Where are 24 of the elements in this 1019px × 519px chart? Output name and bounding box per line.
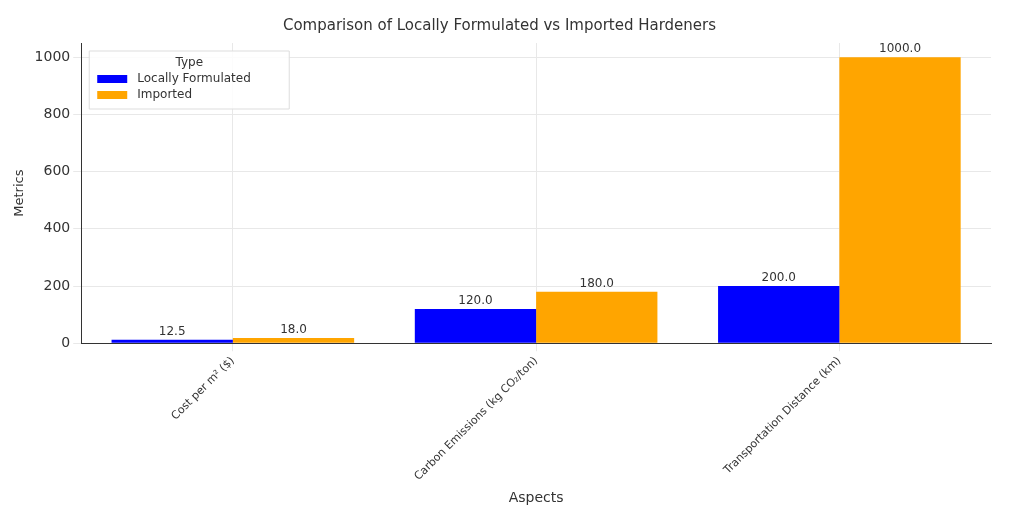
bar <box>839 57 961 343</box>
chart-title: Comparison of Locally Formulated vs Imported Hardeners <box>282 15 717 34</box>
legend-label: Imported <box>137 87 193 102</box>
y-tick-label: 1000 <box>34 47 71 64</box>
data-label: 120.0 <box>458 293 493 308</box>
data-label: 200.0 <box>761 270 796 285</box>
data-label: 12.5 <box>158 323 186 338</box>
bar <box>718 286 840 343</box>
bar <box>536 291 658 343</box>
y-tick-label: 800 <box>43 105 71 122</box>
y-axis-title: Metrics <box>11 169 27 217</box>
x-axis-title: Aspects <box>508 489 564 506</box>
y-tick-label: 200 <box>43 276 71 293</box>
y-tick-label: 400 <box>43 219 71 236</box>
data-label: 180.0 <box>579 275 614 290</box>
legend-label: Locally Formulated <box>137 71 251 86</box>
y-tick-label: 0 <box>61 333 71 350</box>
data-label: 18.0 <box>280 322 307 337</box>
bar <box>111 339 233 343</box>
bar <box>414 308 537 343</box>
legend-title: Type <box>174 55 204 70</box>
y-tick-label: 600 <box>43 162 71 179</box>
data-label: 1000.0 <box>879 41 922 56</box>
bar <box>232 338 355 343</box>
